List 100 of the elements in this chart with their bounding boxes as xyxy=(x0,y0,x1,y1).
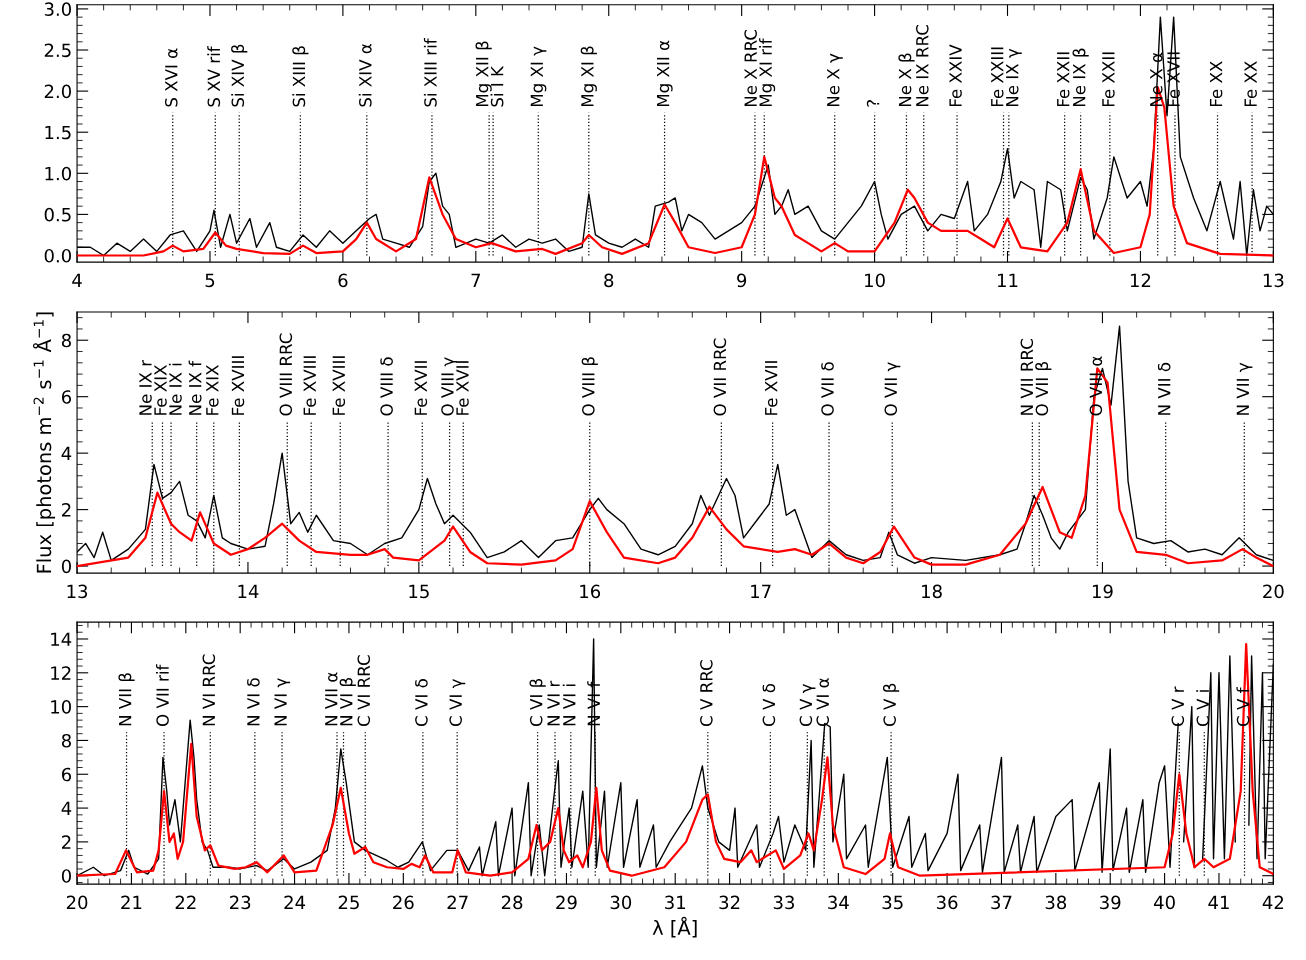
x-tick-label: 8 xyxy=(604,273,614,288)
x-tick-label: 10 xyxy=(865,273,885,288)
ref-line-label: N VII δ xyxy=(1157,362,1171,415)
ref-line-label: Mg XII α xyxy=(657,40,673,107)
y-tick-label: 0.5 xyxy=(44,207,71,222)
y-tick-label: 0 xyxy=(61,559,71,574)
ref-line-label: Ne IX β xyxy=(1072,48,1089,107)
y-tick-label: 0.0 xyxy=(44,248,71,263)
ref-line-label: Fe XIX xyxy=(154,365,167,415)
x-tick-label: 16 xyxy=(580,584,601,599)
ref-line-label: N VI r xyxy=(547,680,560,726)
x-tick-label: 36 xyxy=(936,895,958,910)
x-tick-label: 35 xyxy=(882,895,903,910)
x-tick-label: 31 xyxy=(665,895,686,910)
y-tick-label: 1.5 xyxy=(45,125,71,140)
ref-line-label: Mg XI rif xyxy=(759,38,776,107)
y-tick-label: 2 xyxy=(62,835,71,849)
x-tick-label: 14 xyxy=(238,584,259,598)
ref-line-label: O VII β xyxy=(1035,362,1052,416)
ref-line-label: Fe XXII xyxy=(1102,52,1115,107)
ref-line-label: O VIII α xyxy=(1089,356,1103,416)
ref-line-label: Fe XVIII xyxy=(303,356,317,415)
ref-line-label: O VII RRC xyxy=(713,338,727,416)
x-tick-label: 5 xyxy=(205,273,215,288)
ref-line-label: Fe XXII xyxy=(1057,52,1070,107)
ref-line-label: N VI β xyxy=(339,678,356,726)
ref-line-label: Fe XVII xyxy=(456,361,469,415)
x-tick-label: 41 xyxy=(1208,895,1229,909)
ref-line-label: Mg XI β xyxy=(580,46,597,107)
x-tick-label: 37 xyxy=(991,895,1012,910)
x-tick-label: 26 xyxy=(393,895,414,910)
x-tick-label: 28 xyxy=(501,895,523,910)
y-tick-label: 14 xyxy=(51,632,72,646)
ref-line-label: Ne X γ xyxy=(827,53,843,107)
x-tick-label: 9 xyxy=(737,273,747,288)
ref-line-label: N VII RRC xyxy=(1020,339,1034,415)
x-tick-label: 25 xyxy=(338,895,359,910)
ref-line-label: O VIII β xyxy=(581,357,598,416)
x-tick-label: 40 xyxy=(1153,895,1175,910)
x-tick-label: 42 xyxy=(1262,895,1284,909)
ref-line-label: S XVI α xyxy=(164,48,178,107)
x-tick-label: 12 xyxy=(1130,273,1151,287)
y-tick-label: 1.0 xyxy=(45,166,71,181)
ref-line-label: N VII β xyxy=(118,673,135,726)
ref-line-label: Ne X β xyxy=(898,53,915,107)
ref-line-label: Fe XXIII xyxy=(991,47,1004,107)
ref-line-label: Ne X RRC xyxy=(744,29,757,107)
x-tick-label: 22 xyxy=(175,895,196,909)
ref-line-label: O VII γ xyxy=(884,362,901,416)
ref-line-label: Si XIII β xyxy=(292,46,309,107)
ref-line-label: Si XIII rif xyxy=(423,38,437,107)
ref-line-label: O VII δ xyxy=(821,362,834,416)
ref-line-label: Ne IX i xyxy=(168,363,182,415)
x-tick-label: 29 xyxy=(556,895,577,910)
ref-line-label: C V RRC xyxy=(700,660,713,726)
ref-line-label: C VI RRC xyxy=(357,655,371,726)
x-tick-label: 21 xyxy=(121,895,142,909)
y-axis-title: Flux [photons m$^{−2}$ s$^{−1}$ Å$^{−1}$] xyxy=(32,312,56,573)
ref-line-label: Fe XVIII xyxy=(332,356,346,415)
x-tick-label: 20 xyxy=(1263,584,1284,599)
x-tick-label: 32 xyxy=(719,895,740,910)
ref-line-label: Si XIV α xyxy=(358,43,372,107)
y-tick-label: 3.0 xyxy=(44,2,71,17)
ref-line-label: O VIII δ xyxy=(380,357,393,416)
x-tick-label: 17 xyxy=(751,584,771,598)
y-tick-label: 2 xyxy=(62,503,71,517)
ref-line-label: C VI δ xyxy=(415,679,428,726)
y-tick-label: 8 xyxy=(61,333,71,348)
ref-line-label: ? xyxy=(866,100,880,107)
x-tick-label: 24 xyxy=(284,895,306,909)
ref-line-label: Fe XVII xyxy=(765,361,778,415)
x-tick-label: 19 xyxy=(1092,584,1113,599)
x-tick-label: 13 xyxy=(67,584,88,599)
y-tick-label: 10 xyxy=(51,700,71,714)
x-tick-label: 30 xyxy=(610,895,632,910)
x-tick-label: 38 xyxy=(1045,895,1067,910)
y-tick-label: 2.5 xyxy=(44,43,71,58)
ref-line-label: C V γ xyxy=(799,683,816,726)
ref-line-label: N VII α xyxy=(325,672,338,726)
ref-line-label: C V δ xyxy=(762,683,776,726)
y-tick-label: 4 xyxy=(61,801,72,815)
ref-line-label: Fe XVII xyxy=(414,361,428,415)
ref-line-label: Ne IX f xyxy=(188,360,202,415)
ref-line-label: O VII rif xyxy=(155,664,169,726)
ref-line-label: C VI γ xyxy=(449,678,466,726)
x-tick-label: 39 xyxy=(1100,895,1121,910)
ref-line-label: Ne IX RRC xyxy=(915,25,929,107)
ref-line-label: N VI γ xyxy=(274,678,291,726)
y-tick-label: 2.0 xyxy=(44,84,71,99)
ref-line-label: Mg XI γ xyxy=(530,46,547,107)
y-tick-label: 6 xyxy=(61,767,72,782)
ref-line-label: N VI RRC xyxy=(202,654,216,726)
ref-line-label: Fe XXIV xyxy=(949,44,962,107)
ref-line-label: Ne IX r xyxy=(139,359,152,415)
x-tick-label: 34 xyxy=(828,895,849,910)
ref-line-label: N VI i xyxy=(562,684,576,726)
x-tick-label: 23 xyxy=(230,895,251,910)
y-tick-label: 6 xyxy=(61,390,72,404)
ref-line-label: S XV rif xyxy=(207,46,221,107)
ref-line-label: Fe XX xyxy=(1209,61,1223,107)
